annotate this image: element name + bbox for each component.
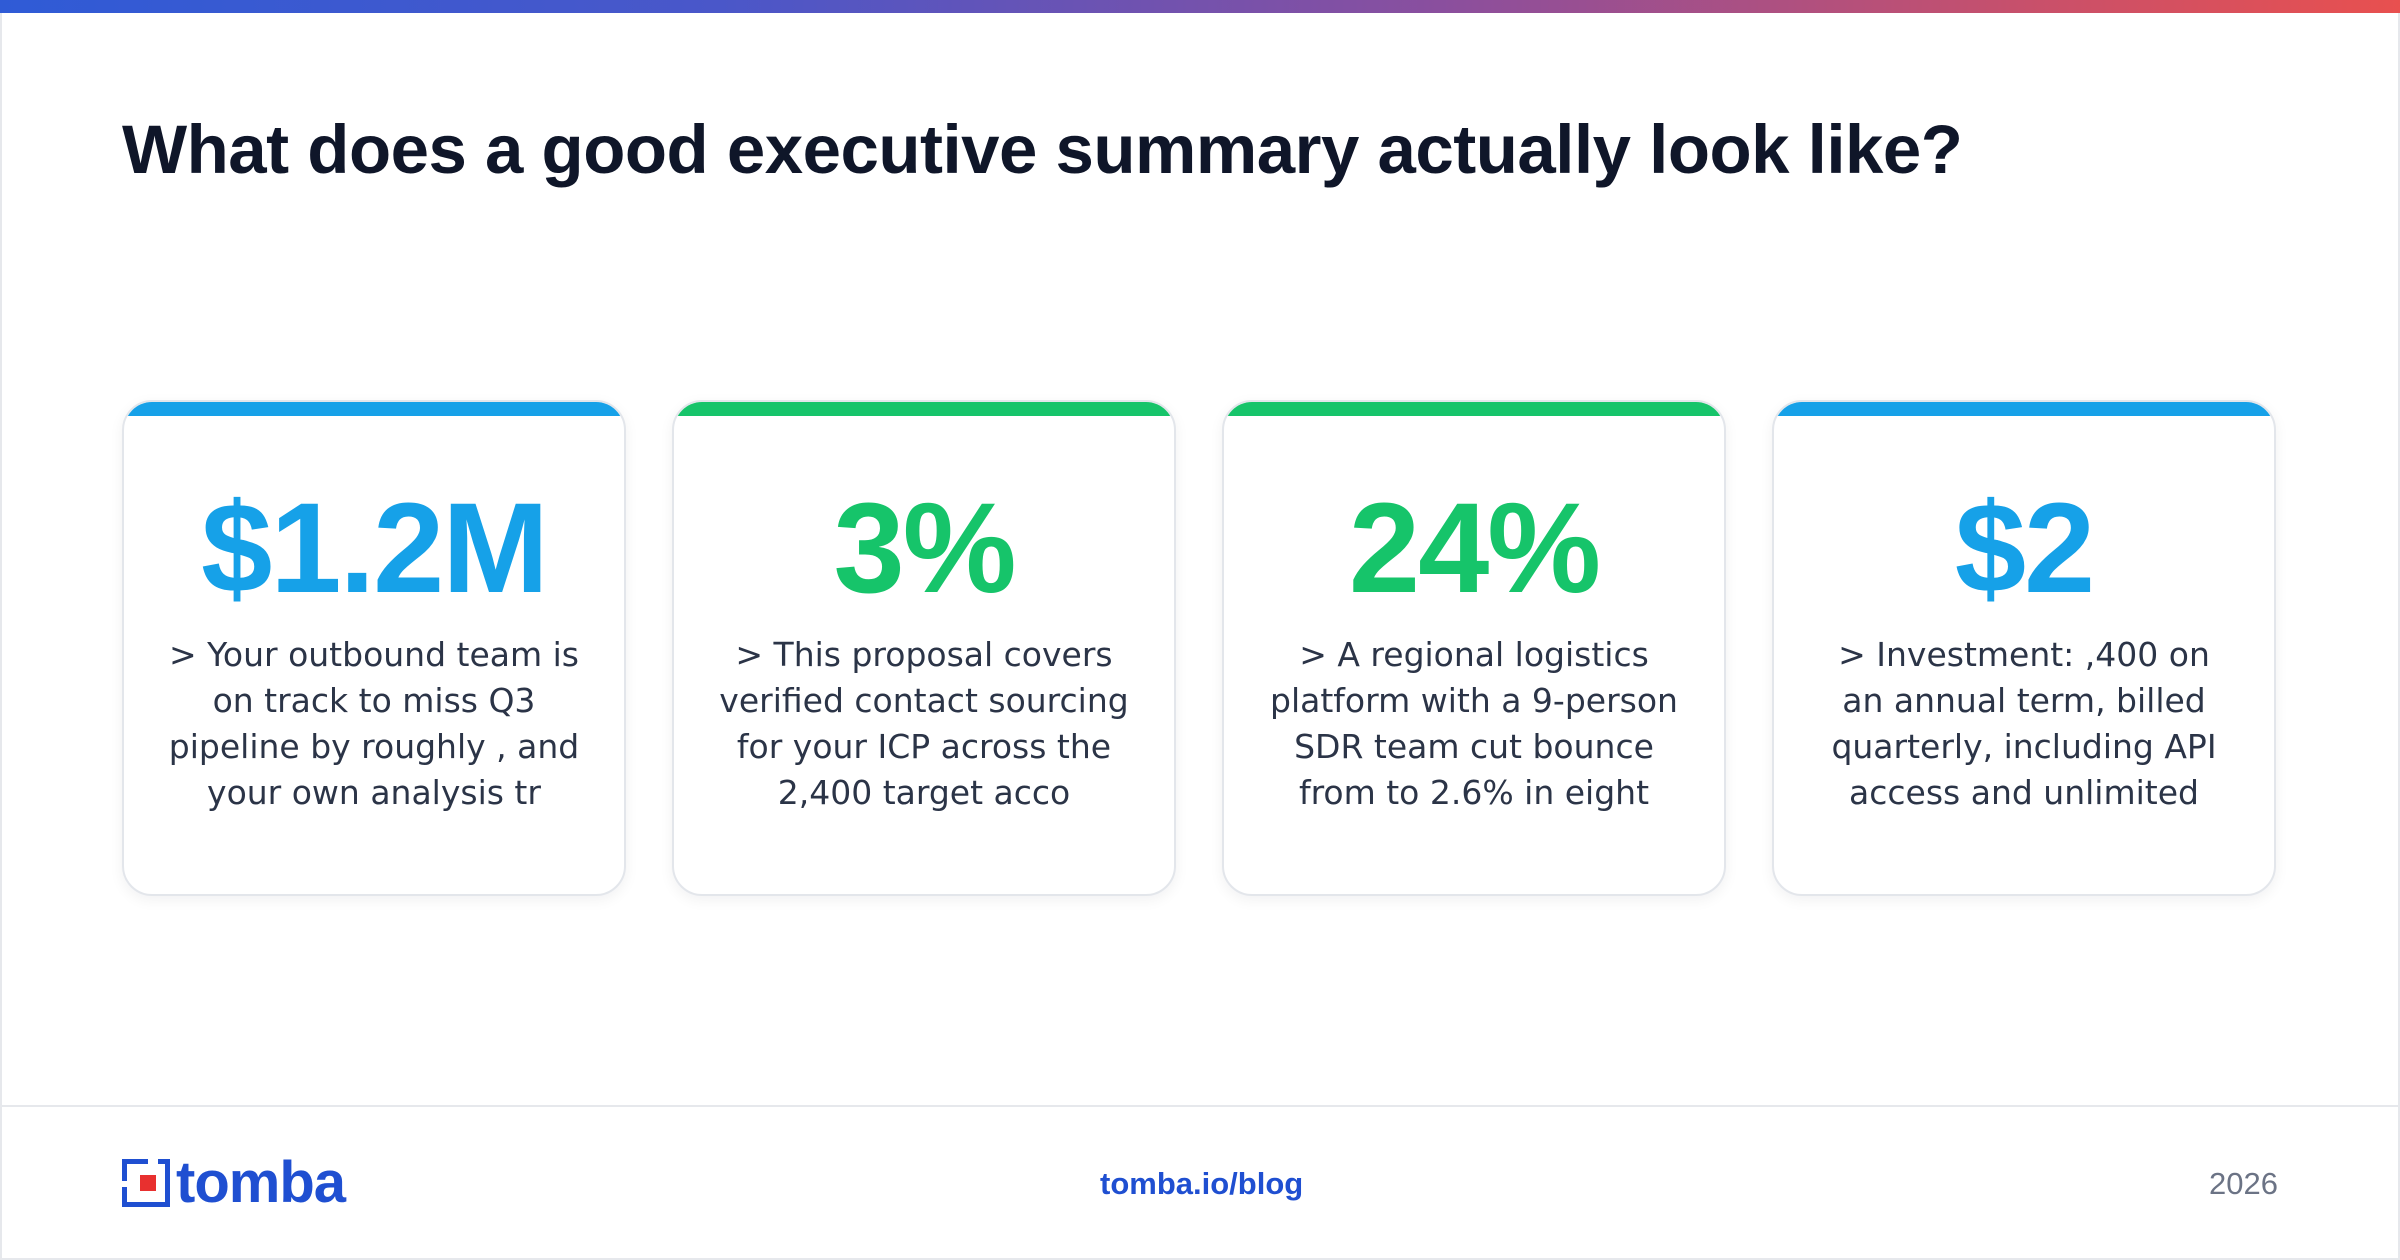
stat-card-2: 3% > This proposal covers verified conta… [672, 400, 1176, 896]
blog-link[interactable]: tomba.io/blog [1100, 1166, 1304, 1201]
stat-card-3: 24% > A regional logistics platform with… [1222, 400, 1726, 896]
top-gradient-bar [0, 0, 2400, 13]
card-accent-bar [674, 402, 1174, 416]
stat-cards: $1.2M > Your outbound team is on track t… [122, 400, 2278, 896]
card-accent-bar [124, 402, 624, 416]
tomba-logo-icon [122, 1159, 170, 1207]
stat-value: 3% [833, 477, 1017, 620]
stat-card-4: $2 > Investment: ,400 on an annual term,… [1772, 400, 2276, 896]
headline: What does a good executive summary actua… [122, 111, 1963, 188]
footer-divider [0, 1105, 2400, 1107]
stat-description: > A regional logistics platform with a 9… [1270, 635, 1678, 812]
stat-description: > Investment: ,400 on an annual term, bi… [1831, 635, 2217, 812]
footer-year: 2026 [2209, 1166, 2278, 1201]
stat-value: $2 [1954, 477, 2095, 620]
card-accent-bar [1224, 402, 1724, 416]
stat-description: > Your outbound team is on track to miss… [168, 635, 580, 812]
stat-value: $1.2M [201, 477, 549, 620]
tomba-logo[interactable]: tomba [122, 1154, 346, 1212]
stat-description: > This proposal covers verified contact … [719, 635, 1129, 812]
stat-card-1: $1.2M > Your outbound team is on track t… [122, 400, 626, 896]
logo-wordmark: tomba [176, 1150, 346, 1215]
card-accent-bar [1774, 402, 2274, 416]
stat-value: 24% [1348, 477, 1601, 620]
